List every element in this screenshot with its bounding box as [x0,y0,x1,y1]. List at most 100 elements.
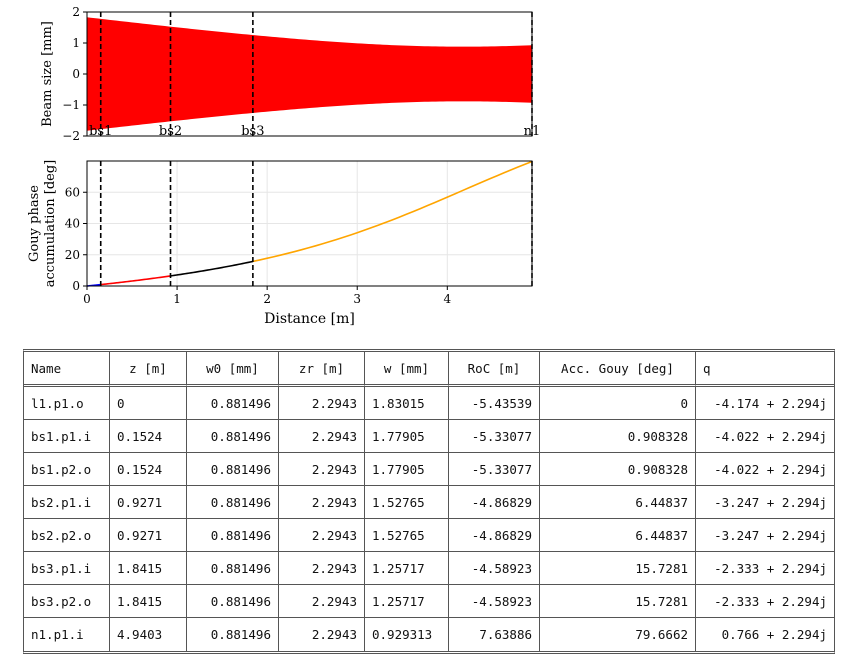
cell-zr: 2.2943 [279,453,365,486]
cell-z: 4.9403 [110,618,187,651]
gouy-phase-segment [170,260,254,277]
cell-q: -4.022 + 2.294j [696,420,834,453]
cell-name: bs1.p1.i [24,420,110,453]
cell-w0: 0.881496 [187,519,279,552]
gouy-phase-segment [100,275,171,286]
column-header-roc: RoC [m] [449,352,540,387]
gouy-phase-segment [252,160,533,263]
cell-roc: -5.33077 [449,453,540,486]
component-marker-label: bs3 [241,124,264,139]
cell-q: -3.247 + 2.294j [696,519,834,552]
cell-q: 0.766 + 2.294j [721,627,827,642]
y-tick-label: 0 [72,279,80,293]
table-row: bs2.p1.i 0.9271 0.881496 2.2943 1.52765 … [24,486,834,519]
x-tick-label: 3 [353,292,361,306]
table-row: bs3.p1.i 1.8415 0.881496 2.2943 1.25717 … [24,552,834,585]
cell-name: bs2.p1.i [24,486,110,519]
cell-w0: 0.881496 [187,387,279,420]
cell-z: 0.9271 [110,486,187,519]
component-marker-label: bs2 [159,124,182,139]
cell-zr: 2.2943 [279,519,365,552]
cell-gouy: 0 [540,387,696,420]
cell-roc: 7.63886 [449,618,540,651]
y-axis-label: Beam size [mm] [40,21,55,127]
cell-roc: -5.43539 [449,387,540,420]
cell-gouy: 15.7281 [540,552,696,585]
table-row: n1.p1.i 4.9403 0.881496 2.2943 0.929313 … [24,618,834,651]
cell-w0: 0.881496 [187,552,279,585]
cell-gouy: 6.44837 [540,519,696,552]
cell-name: bs3.p2.o [24,585,110,618]
cell-w: 1.83015 [365,387,449,420]
cell-q: -2.333 + 2.294j [696,552,834,585]
beam-trace-plots: 2 1 0 −1 −2 bs1 bs2 bs3 n1 Beam size [mm] 0 1 2 3 40 2… [27,5,540,327]
beam-parameter-table: Name z [m] w0 [mm] zr [m] w [mm] RoC [m]… [23,349,835,654]
cell-zr: 2.2943 [279,585,365,618]
cell-w0: 0.881496 [187,420,279,453]
cell-q: -4.022 + 2.294j [696,453,834,486]
y-tick-label: −1 [62,98,80,112]
x-axis-label: Distance [m] [264,311,355,327]
table-row: l1.p1.o 0 0.881496 2.2943 1.83015 -5.435… [24,387,834,420]
cell-roc: -5.33077 [449,420,540,453]
cell-z: 0.1524 [110,453,187,486]
cell-q: -2.333 + 2.294j [696,585,834,618]
cell-zr: 2.2943 [279,387,365,420]
column-header-q: q [696,352,834,387]
cell-gouy: 79.6662 [540,618,696,651]
beam-envelope-area [87,17,532,131]
column-header-w: w [mm] [365,352,449,387]
cell-zr: 2.2943 [279,420,365,453]
x-tick-label: 1 [173,292,181,306]
y-tick-label: −2 [62,129,80,143]
x-tick-label: 0 [83,292,91,306]
cell-z: 1.8415 [110,552,187,585]
cell-gouy: 15.7281 [540,585,696,618]
cell-gouy: 0.908328 [540,420,696,453]
cell-z: 1.8415 [110,585,187,618]
cell-roc: -4.58923 [449,552,540,585]
cell-w: 1.77905 [365,420,449,453]
x-tick-label: 4 [443,292,451,306]
cell-gouy: 0.908328 [540,453,696,486]
cell-name: bs3.p1.i [24,552,110,585]
cell-zr: 2.2943 [279,552,365,585]
table-row: bs3.p2.o 1.8415 0.881496 2.2943 1.25717 … [24,585,834,618]
column-header-gouy: Acc. Gouy [deg] [540,352,696,387]
y-tick-label: 20 [65,248,80,262]
component-marker-label: n1 [524,124,541,139]
y-tick-label: 2 [72,5,80,19]
cell-name: bs2.p2.o [24,519,110,552]
cell-roc: -4.58923 [449,585,540,618]
table-row: bs1.p1.i 0.1524 0.881496 2.2943 1.77905 … [24,420,834,453]
cell-w: 1.25717 [365,585,449,618]
cell-w0: 0.881496 [187,585,279,618]
cell-roc: -4.86829 [449,486,540,519]
cell-name: bs1.p2.o [24,453,110,486]
y-tick-label: 40 [65,217,80,231]
cell-w: 1.25717 [365,552,449,585]
cell-z: 0.1524 [110,420,187,453]
table-row: bs2.p2.o 0.9271 0.881496 2.2943 1.52765 … [24,519,834,552]
cell-z: 0 [110,387,187,420]
x-tick-label: 2 [263,292,271,306]
cell-roc: -4.86829 [449,519,540,552]
cell-q: -4.174 + 2.294j [696,387,834,420]
y-axis-label-line-2: accumulation [deg] [43,160,58,288]
column-header-name: Name [24,352,110,387]
y-tick-label: 1 [72,36,80,50]
cell-zr: 2.2943 [279,486,365,519]
cell-name: l1.p1.o [24,387,110,420]
cell-q: -3.247 + 2.294j [696,486,834,519]
column-header-z: z [m] [110,352,187,387]
cell-w0: 0.881496 [187,618,279,651]
cell-zr: 2.2943 [279,618,365,651]
component-marker-label: bs1 [89,124,112,139]
table-header-row: Name z [m] w0 [mm] zr [m] w [mm] RoC [m]… [24,352,834,387]
cell-z: 0.9271 [110,519,187,552]
cell-w: 1.52765 [365,486,449,519]
cell-w: 1.52765 [365,519,449,552]
beam-size-plot: 2 1 0 −1 −2 bs1 bs2 bs3 n1 Beam size [mm] [40,5,540,143]
column-header-w0: w0 [mm] [187,352,279,387]
